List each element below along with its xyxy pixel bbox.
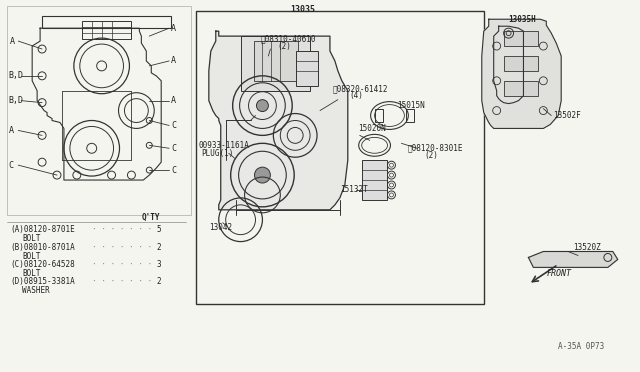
- Polygon shape: [482, 19, 561, 128]
- Text: 2: 2: [156, 277, 161, 286]
- Text: C: C: [171, 144, 176, 153]
- Circle shape: [257, 100, 268, 112]
- Circle shape: [255, 167, 270, 183]
- Text: BOLT: BOLT: [22, 234, 41, 243]
- Text: A: A: [10, 36, 15, 46]
- Bar: [241, 36, 310, 91]
- Bar: [196, 11, 484, 304]
- Text: Ⓝ08310-40610: Ⓝ08310-40610: [260, 35, 316, 44]
- Polygon shape: [529, 251, 618, 267]
- Text: A-35A 0P73: A-35A 0P73: [558, 342, 604, 351]
- Bar: [7, 6, 191, 215]
- Text: 15015N: 15015N: [397, 101, 425, 110]
- Text: A: A: [171, 24, 176, 33]
- Text: B,D: B,D: [8, 71, 23, 80]
- Text: (A)08120-8701E: (A)08120-8701E: [10, 225, 75, 234]
- Text: A: A: [8, 126, 13, 135]
- Text: · · · · · · ·: · · · · · · ·: [92, 243, 152, 252]
- Bar: [296, 51, 318, 86]
- Text: Ⓝ08320-61412: Ⓝ08320-61412: [333, 84, 388, 93]
- Polygon shape: [209, 31, 348, 210]
- Text: 3: 3: [156, 260, 161, 269]
- Text: C: C: [8, 161, 13, 170]
- Text: 2: 2: [156, 243, 161, 252]
- Bar: [504, 31, 538, 46]
- Text: · · · · · · ·: · · · · · · ·: [92, 277, 152, 286]
- Text: 13502F: 13502F: [553, 111, 581, 120]
- Text: BOLT: BOLT: [22, 252, 41, 261]
- Polygon shape: [493, 26, 524, 104]
- Bar: [374, 109, 383, 122]
- Text: A: A: [171, 96, 176, 105]
- Text: WASHER: WASHER: [22, 286, 50, 295]
- Text: Q'TY: Q'TY: [141, 213, 160, 222]
- Text: 13520Z: 13520Z: [573, 243, 601, 252]
- Bar: [82, 21, 131, 39]
- Text: BOLT: BOLT: [22, 269, 41, 278]
- Text: 13035H: 13035H: [509, 15, 536, 24]
- Text: 00933-1161A: 00933-1161A: [199, 141, 250, 150]
- Text: C: C: [171, 166, 176, 174]
- Text: (2): (2): [424, 151, 438, 160]
- Bar: [253, 41, 298, 81]
- Text: C: C: [171, 121, 176, 130]
- Bar: [406, 109, 414, 122]
- Text: 5: 5: [156, 225, 161, 234]
- Text: (2): (2): [277, 42, 291, 51]
- Text: (4): (4): [350, 91, 364, 100]
- Bar: [42, 16, 171, 28]
- Text: ⒲08120-8301E: ⒲08120-8301E: [407, 144, 463, 153]
- Text: 13042: 13042: [209, 223, 232, 232]
- Text: B,D: B,D: [8, 96, 23, 105]
- Text: PLUG(1): PLUG(1): [201, 149, 233, 158]
- Text: · · · · · · ·: · · · · · · ·: [92, 260, 152, 269]
- Text: 15132T: 15132T: [340, 186, 367, 195]
- Bar: [504, 56, 538, 71]
- Text: (D)08915-3381A: (D)08915-3381A: [10, 277, 75, 286]
- Text: 15020N: 15020N: [358, 124, 385, 133]
- Text: · · · · · · ·: · · · · · · ·: [92, 225, 152, 234]
- Text: (C)08120-64528: (C)08120-64528: [10, 260, 75, 269]
- Text: (B)08010-8701A: (B)08010-8701A: [10, 243, 75, 252]
- Bar: [362, 160, 387, 200]
- Bar: [504, 81, 538, 96]
- Text: 13035: 13035: [290, 5, 316, 14]
- Text: FRONT: FRONT: [547, 269, 572, 278]
- Text: A: A: [171, 57, 176, 65]
